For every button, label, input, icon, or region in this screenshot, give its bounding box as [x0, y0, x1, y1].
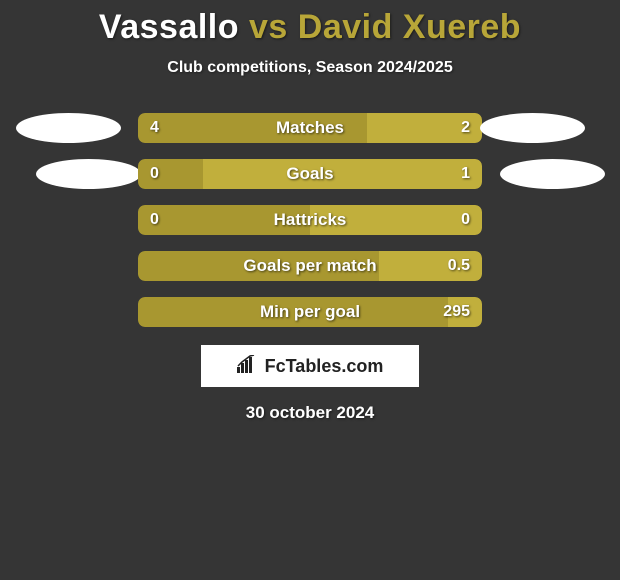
- stat-value-right: 295: [443, 297, 470, 327]
- stat-row: Goals01: [0, 159, 620, 189]
- stat-value-left: 0: [150, 159, 159, 189]
- ellipse-icon: [480, 113, 585, 143]
- logo-text: FcTables.com: [265, 356, 384, 377]
- stat-bar: Goals01: [138, 159, 482, 189]
- stat-value-right: 0: [461, 205, 470, 235]
- chart-icon: [237, 355, 259, 378]
- stat-row: Hattricks00: [0, 205, 620, 235]
- stat-row: Min per goal295: [0, 297, 620, 327]
- stat-value-right: 1: [461, 159, 470, 189]
- date-text: 30 october 2024: [0, 403, 620, 423]
- deco-left: [18, 159, 138, 189]
- ellipse-icon: [16, 113, 121, 143]
- ellipse-icon: [36, 159, 141, 189]
- stat-value-left: 4: [150, 113, 159, 143]
- vs-text: vs: [249, 8, 288, 46]
- subtitle: Club competitions, Season 2024/2025: [0, 59, 620, 77]
- ellipse-icon: [500, 159, 605, 189]
- player2-name: David Xuereb: [298, 8, 521, 46]
- deco-right: [482, 159, 602, 189]
- stat-row: Goals per match0.5: [0, 251, 620, 281]
- bar-left-fill: [138, 205, 310, 235]
- stat-value-right: 2: [461, 113, 470, 143]
- stat-bar: Min per goal295: [138, 297, 482, 327]
- bar-left-fill: [138, 159, 203, 189]
- stat-bars: Matches42Goals01Hattricks00Goals per mat…: [0, 113, 620, 327]
- page-title: Vassallo vs David Xuereb: [0, 8, 620, 47]
- stat-value-right: 0.5: [448, 251, 470, 281]
- bar-right-fill: [310, 205, 482, 235]
- comparison-infographic: Vassallo vs David Xuereb Club competitio…: [0, 0, 620, 423]
- bar-left-fill: [138, 113, 367, 143]
- logo-box: FcTables.com: [201, 345, 419, 387]
- bar-left-fill: [138, 297, 448, 327]
- deco-right: [482, 113, 602, 143]
- deco-left: [18, 113, 138, 143]
- player1-name: Vassallo: [99, 8, 239, 46]
- stat-bar: Hattricks00: [138, 205, 482, 235]
- bar-left-fill: [138, 251, 379, 281]
- stat-row: Matches42: [0, 113, 620, 143]
- stat-bar: Goals per match0.5: [138, 251, 482, 281]
- stat-bar: Matches42: [138, 113, 482, 143]
- stat-value-left: 0: [150, 205, 159, 235]
- bar-right-fill: [203, 159, 482, 189]
